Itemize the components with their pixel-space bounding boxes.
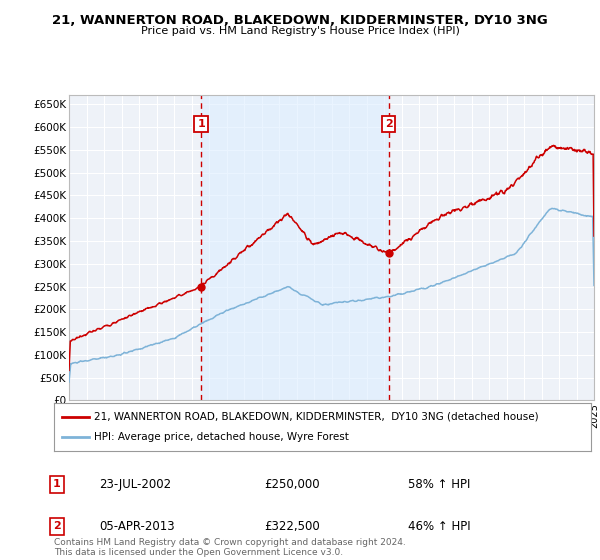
Bar (201, 95, 389, 400)
Text: £250,000: £250,000 (264, 478, 320, 491)
Text: Price paid vs. HM Land Registry's House Price Index (HPI): Price paid vs. HM Land Registry's House … (140, 26, 460, 36)
Text: 21, WANNERTON ROAD, BLAKEDOWN, KIDDERMINSTER,  DY10 3NG (detached house): 21, WANNERTON ROAD, BLAKEDOWN, KIDDERMIN… (94, 412, 539, 422)
Text: 46% ↑ HPI: 46% ↑ HPI (408, 520, 470, 533)
Text: 1: 1 (197, 119, 205, 129)
Text: 2: 2 (53, 521, 61, 531)
Text: £322,500: £322,500 (264, 520, 320, 533)
Text: Contains HM Land Registry data © Crown copyright and database right 2024.
This d: Contains HM Land Registry data © Crown c… (54, 538, 406, 557)
Text: 21, WANNERTON ROAD, BLAKEDOWN, KIDDERMINSTER, DY10 3NG: 21, WANNERTON ROAD, BLAKEDOWN, KIDDERMIN… (52, 14, 548, 27)
Text: 1: 1 (53, 479, 61, 489)
Text: 05-APR-2013: 05-APR-2013 (99, 520, 175, 533)
Text: 2: 2 (385, 119, 392, 129)
Text: HPI: Average price, detached house, Wyre Forest: HPI: Average price, detached house, Wyre… (94, 432, 349, 442)
Text: 23-JUL-2002: 23-JUL-2002 (99, 478, 171, 491)
Text: 58% ↑ HPI: 58% ↑ HPI (408, 478, 470, 491)
